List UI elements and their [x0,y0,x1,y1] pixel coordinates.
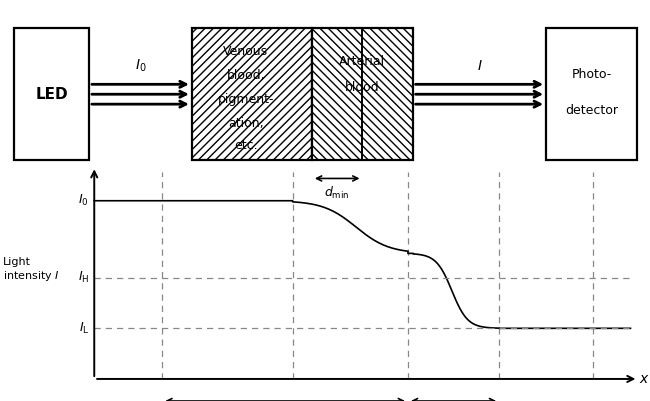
Text: $I_\mathrm{H}$: $I_\mathrm{H}$ [77,270,89,285]
Bar [546,28,637,160]
Text: ation,: ation, [228,117,264,130]
Bar [312,28,413,160]
Text: $d_\mathrm{min}$: $d_\mathrm{min}$ [324,184,350,200]
Text: $I_\mathrm{L}$: $I_\mathrm{L}$ [79,321,89,336]
Bar [192,28,312,160]
Text: Venous: Venous [224,45,268,59]
Text: $x$: $x$ [640,372,650,386]
Text: Photo-: Photo- [571,68,612,81]
Text: $I_0$: $I_0$ [135,58,146,75]
Text: $I$: $I$ [476,59,482,73]
Text: $I_0$: $I_0$ [79,193,89,208]
Text: LED: LED [35,87,68,102]
Text: blood,: blood, [227,69,265,82]
Text: pigment-: pigment- [218,93,274,106]
Text: detector: detector [565,103,618,117]
Text: Arterial: Arterial [339,55,385,68]
Text: Light
intensity $I$: Light intensity $I$ [3,257,60,283]
Bar [14,28,89,160]
Text: etc.: etc. [234,139,257,152]
Text: blood: blood [345,81,380,94]
Bar [312,28,413,160]
Bar [192,28,312,160]
